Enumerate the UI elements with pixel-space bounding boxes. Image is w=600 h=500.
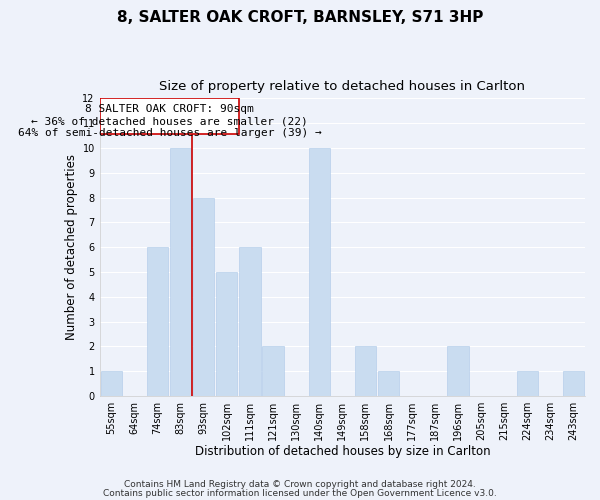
Bar: [147, 247, 168, 396]
Bar: [447, 346, 469, 396]
Text: 64% of semi-detached houses are larger (39) →: 64% of semi-detached houses are larger (…: [18, 128, 322, 138]
Bar: [563, 372, 584, 396]
Y-axis label: Number of detached properties: Number of detached properties: [65, 154, 78, 340]
Text: Contains public sector information licensed under the Open Government Licence v3: Contains public sector information licen…: [103, 490, 497, 498]
X-axis label: Distribution of detached houses by size in Carlton: Distribution of detached houses by size …: [194, 444, 490, 458]
Bar: [193, 198, 214, 396]
Bar: [355, 346, 376, 396]
Bar: [101, 372, 122, 396]
Bar: [239, 247, 260, 396]
Bar: [308, 148, 330, 396]
Bar: [170, 148, 191, 396]
Bar: [216, 272, 238, 396]
Title: Size of property relative to detached houses in Carlton: Size of property relative to detached ho…: [160, 80, 526, 93]
Text: 8, SALTER OAK CROFT, BARNSLEY, S71 3HP: 8, SALTER OAK CROFT, BARNSLEY, S71 3HP: [117, 10, 483, 25]
Bar: [262, 346, 284, 396]
Text: ← 36% of detached houses are smaller (22): ← 36% of detached houses are smaller (22…: [31, 116, 308, 126]
FancyBboxPatch shape: [100, 98, 239, 134]
Bar: [378, 372, 399, 396]
Text: 8 SALTER OAK CROFT: 90sqm: 8 SALTER OAK CROFT: 90sqm: [85, 104, 254, 114]
Text: Contains HM Land Registry data © Crown copyright and database right 2024.: Contains HM Land Registry data © Crown c…: [124, 480, 476, 489]
Bar: [517, 372, 538, 396]
